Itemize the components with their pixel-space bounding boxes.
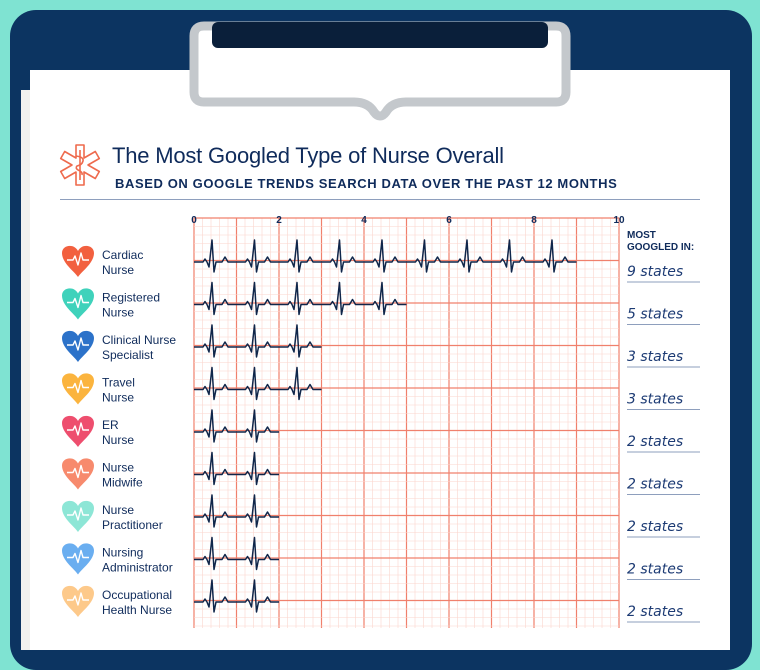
x-tick-label: 4 — [361, 215, 367, 226]
value-label: 3 states — [627, 392, 683, 408]
category-label: Nursing — [102, 546, 143, 560]
heart-icon — [62, 330, 94, 362]
heart-icon — [62, 543, 94, 575]
heartbeat-line — [67, 464, 89, 479]
heartbeat-line — [67, 422, 89, 436]
chart-title: The Most Googled Type of Nurse Overall — [112, 143, 504, 168]
category-label: Travel — [102, 376, 135, 390]
heart-shape — [62, 585, 94, 617]
category-label: Nurse — [102, 263, 134, 277]
category-label: Occupational — [102, 588, 172, 602]
chart-subtitle: BASED ON GOOGLE TRENDS SEARCH DATA OVER … — [115, 176, 618, 191]
heart-shape — [62, 245, 94, 277]
category-label: Registered — [102, 291, 160, 305]
heart-shape — [62, 330, 94, 362]
heartbeat-line — [67, 549, 89, 564]
category-label: Midwife — [102, 476, 143, 490]
category-label: Clinical Nurse — [102, 333, 176, 347]
heartbeat-line — [67, 294, 89, 309]
x-axis-ticks: 0 2 4 6 8 10 — [191, 215, 625, 226]
heartbeat-line — [67, 252, 89, 266]
ecg-bar — [194, 239, 577, 273]
value-header-line2: GOOGLED IN: — [627, 242, 694, 253]
ecg-bar — [194, 409, 279, 443]
category-label: Nurse — [102, 306, 134, 320]
heartbeat-line — [67, 337, 89, 351]
heart-shape — [62, 500, 94, 532]
category-label: ER — [102, 418, 119, 432]
category-label: Specialist — [102, 348, 154, 362]
grid — [193, 217, 620, 628]
clipboard-clip — [189, 21, 571, 121]
ecg-bar — [194, 281, 407, 316]
heart-icon — [62, 585, 94, 617]
x-tick-label: 0 — [191, 215, 197, 226]
heart-icon — [62, 500, 94, 532]
heart-icon — [62, 458, 94, 490]
value-label: 2 states — [627, 562, 683, 578]
ecg-bar — [194, 451, 279, 486]
ecg-bar — [194, 324, 322, 358]
value-label: 2 states — [627, 519, 683, 535]
category-label: Nurse — [102, 391, 134, 405]
x-tick-label: 8 — [531, 215, 537, 226]
value-label: 5 states — [627, 307, 683, 323]
category-label: Practitioner — [102, 518, 163, 532]
heart-shape — [62, 415, 94, 447]
category-label: Administrator — [102, 561, 173, 575]
x-tick-label: 2 — [276, 215, 282, 226]
ecg-bar — [194, 366, 322, 401]
heartbeat-line — [67, 507, 89, 521]
value-label: 2 states — [627, 434, 683, 450]
heart-shape — [62, 288, 94, 320]
category-label: Health Nurse — [102, 603, 172, 617]
heart-shape — [62, 458, 94, 490]
value-label: 9 states — [627, 264, 683, 280]
heart-shape — [62, 543, 94, 575]
ecg-bar — [194, 494, 279, 528]
star-of-life-icon — [59, 144, 101, 186]
value-label: 2 states — [627, 604, 683, 620]
category-label: Nurse — [102, 503, 134, 517]
value-labels: 9 states 5 states 3 states 3 states 2 states… — [627, 264, 700, 623]
heart-icon — [62, 373, 94, 405]
heart-icon — [62, 415, 94, 447]
value-label: 2 states — [627, 477, 683, 493]
ecg-bar — [194, 579, 279, 613]
ecg-bars — [194, 239, 577, 613]
category-label: Nurse — [102, 461, 134, 475]
heartbeat-line — [67, 592, 89, 606]
ecg-bar — [194, 536, 279, 571]
category-label: Cardiac — [102, 248, 143, 262]
x-tick-label: 10 — [613, 215, 625, 226]
heart-shape — [62, 373, 94, 405]
category-label: Nurse — [102, 433, 134, 447]
heart-icon — [62, 245, 94, 277]
value-label: 3 states — [627, 349, 683, 365]
ecg-bar-chart: 0 2 4 6 8 10 CardiacNurseRegisteredNurseClini… — [62, 215, 700, 628]
heartbeat-line — [67, 379, 89, 394]
x-tick-label: 6 — [446, 215, 452, 226]
paper-sheet — [30, 70, 730, 650]
value-header-line1: MOST — [627, 230, 656, 241]
title-divider — [60, 199, 700, 200]
heart-icon — [62, 288, 94, 320]
